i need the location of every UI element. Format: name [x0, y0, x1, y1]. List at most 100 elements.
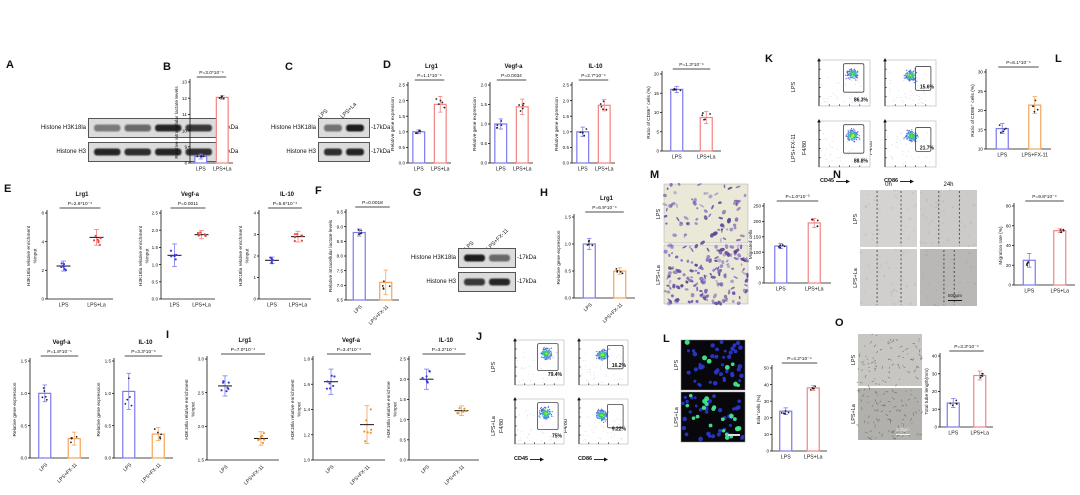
svg-text:1.0: 1.0	[400, 417, 407, 422]
flow-y-axis-label: F4/80	[802, 140, 809, 156]
svg-text:LPS: LPS	[122, 462, 133, 473]
svg-text:2: 2	[253, 254, 256, 259]
svg-text:2.0: 2.0	[399, 98, 406, 103]
blot-band-box	[88, 118, 218, 138]
svg-text:13: 13	[182, 80, 188, 85]
micro-m-la	[663, 243, 749, 306]
chart-m-migrated: 0 50 100 150 200 250 Migrated cells P=1.0*10⁻³ L…	[748, 190, 834, 296]
svg-text:2.0: 2.0	[563, 98, 570, 103]
svg-text:0: 0	[253, 297, 256, 302]
flow-row-label: LPS	[491, 361, 497, 372]
blot-c: Histone H3K18la -17kDa Histone H3 -17kDa	[244, 118, 390, 166]
panel-letter-l-top: L	[1055, 53, 1062, 65]
svg-text:2.5: 2.5	[400, 357, 407, 362]
chart-b-lactate: 8 9 10 11 12 13 Relative intracellular lactate…	[174, 66, 236, 176]
panel-letter-j: J	[476, 331, 483, 343]
svg-text:IL-10: IL-10	[138, 340, 153, 346]
svg-text:7.5: 7.5	[337, 268, 344, 273]
svg-text:Migration rate (%): Migration rate (%)	[998, 226, 1004, 265]
chart-d-vegfa: 0.0 0.5 1.0 1.5 2.0 Relative gene expression V…	[472, 60, 536, 176]
svg-text:LPS: LPS	[196, 167, 206, 173]
chart-f-lactate: 6.5 7.0 7.5 8.0 8.5 9.0 9.5 Relative intracellu…	[328, 196, 402, 327]
blot-row: Histone H3K18la -17kDa	[396, 248, 536, 268]
svg-text:40: 40	[932, 354, 938, 359]
svg-text:IL-10: IL-10	[280, 192, 295, 198]
svg-text:0: 0	[766, 449, 769, 454]
micro-row-label: LPS	[656, 208, 662, 219]
flow-j-la-cd45: 75%	[506, 397, 566, 454]
svg-text:LPS: LPS	[420, 464, 431, 475]
svg-text:1.5: 1.5	[565, 215, 572, 220]
svg-text:1.0: 1.0	[565, 242, 572, 247]
svg-text:0: 0	[41, 297, 44, 302]
svg-text:0.0: 0.0	[400, 458, 407, 463]
panel-letter-m: M	[650, 169, 660, 181]
svg-text:LPS+FX-11: LPS+FX-11	[368, 304, 391, 327]
svg-text:H3K18la relative enrichment: H3K18la relative enrichment	[184, 379, 190, 440]
svg-text:20: 20	[932, 389, 938, 394]
svg-text:20: 20	[978, 108, 984, 113]
svg-text:Relative gene expression: Relative gene expression	[12, 382, 18, 436]
svg-text:LPS: LPS	[218, 464, 229, 475]
blot-band-box	[318, 142, 370, 162]
chart-l-edu: 0 10 20 30 40 50 Edu⁺cells (%) P=4.2*10⁻⁴ LPS LPS…	[756, 352, 830, 464]
svg-text:%input: %input	[245, 248, 251, 263]
svg-text:LPS+FX-11: LPS+FX-11	[444, 464, 467, 487]
axis-arrow-icon	[530, 457, 545, 461]
blot-row: Histone H3 -17kDa	[244, 142, 390, 162]
svg-text:3.0: 3.0	[198, 357, 205, 362]
chart-e-vegfa: 0.0 0.5 1.0 1.5 2.0 2.5 H3K18la relative enric…	[138, 188, 218, 312]
flow-x-axis: CD86	[884, 178, 915, 184]
chart-cd86-ratio-fx11: 10 15 20 25 30 Ratio of CD86⁺ cells (%) P=6.1*…	[970, 56, 1054, 162]
svg-text:H3K18la relative enrichment: H3K18la relative enrichment	[26, 225, 32, 286]
svg-text:LPS+La: LPS+La	[697, 155, 716, 161]
svg-text:9: 9	[184, 145, 187, 150]
svg-text:6: 6	[41, 211, 44, 216]
svg-text:LPS+La: LPS+La	[805, 287, 824, 293]
svg-text:7.0: 7.0	[337, 283, 344, 288]
svg-text:LPS+FX-11: LPS+FX-11	[1021, 153, 1048, 159]
svg-text:Relative gene expression: Relative gene expression	[472, 97, 478, 151]
chart-d-il10: 0.0 0.5 1.0 1.5 2.0 2.5 Relative gene expressi…	[554, 60, 618, 176]
svg-text:LPS: LPS	[583, 302, 594, 313]
svg-text:Ratio of CD86⁺ cells (%): Ratio of CD86⁺ cells (%)	[646, 86, 652, 139]
svg-text:30: 30	[764, 399, 770, 404]
svg-text:%input: %input	[145, 248, 151, 263]
svg-text:0.0: 0.0	[152, 297, 159, 302]
svg-text:Migrated cells: Migrated cells	[748, 229, 754, 259]
svg-text:60: 60	[1006, 223, 1012, 228]
panel-letter-f: F	[315, 185, 322, 197]
svg-text:P=3.3*10⁻⁴: P=3.3*10⁻⁴	[954, 344, 978, 350]
svg-text:1.5: 1.5	[481, 102, 488, 107]
svg-text:LPS+FX-11: LPS+FX-11	[602, 302, 625, 325]
svg-text:1.5: 1.5	[399, 114, 406, 119]
svg-text:11: 11	[182, 112, 187, 117]
flow-k-lps-cd86: 15.6%	[876, 58, 938, 116]
svg-text:P=3.4*10⁻⁴: P=3.4*10⁻⁴	[337, 347, 361, 353]
blot-kda-label: -17kDa	[371, 125, 391, 131]
svg-text:IL-10: IL-10	[439, 338, 454, 344]
svg-text:P=5.6*10⁻⁴: P=5.6*10⁻⁴	[273, 201, 297, 207]
svg-text:40: 40	[764, 382, 770, 387]
svg-text:16.2%: 16.2%	[612, 363, 627, 369]
svg-text:LPS+FX-11: LPS+FX-11	[349, 464, 372, 487]
blot-protein-label: Histone H3	[56, 149, 86, 155]
panel-letter-e: E	[4, 183, 12, 195]
svg-text:0.0: 0.0	[105, 456, 112, 461]
svg-text:9.0: 9.0	[337, 224, 344, 229]
svg-text:1.4: 1.4	[304, 407, 311, 412]
svg-text:%input: %input	[393, 402, 399, 417]
svg-text:15: 15	[978, 127, 984, 132]
svg-text:LPS: LPS	[948, 431, 958, 437]
svg-text:LPS: LPS	[414, 167, 424, 173]
svg-text:8: 8	[184, 161, 187, 166]
svg-text:0: 0	[758, 281, 761, 286]
blot-protein-label: Histone H3K18la	[270, 125, 316, 131]
micro-m-lps	[662, 182, 749, 245]
svg-text:LPS: LPS	[1024, 289, 1034, 295]
micro-o-tube-lps	[856, 333, 923, 388]
svg-text:2.5: 2.5	[399, 83, 406, 88]
svg-text:P=0.0011: P=0.0011	[178, 201, 199, 207]
svg-text:Relative gene expression: Relative gene expression	[556, 230, 562, 284]
svg-text:Ratio of CD86⁺ cells (%): Ratio of CD86⁺ cells (%)	[970, 84, 976, 137]
